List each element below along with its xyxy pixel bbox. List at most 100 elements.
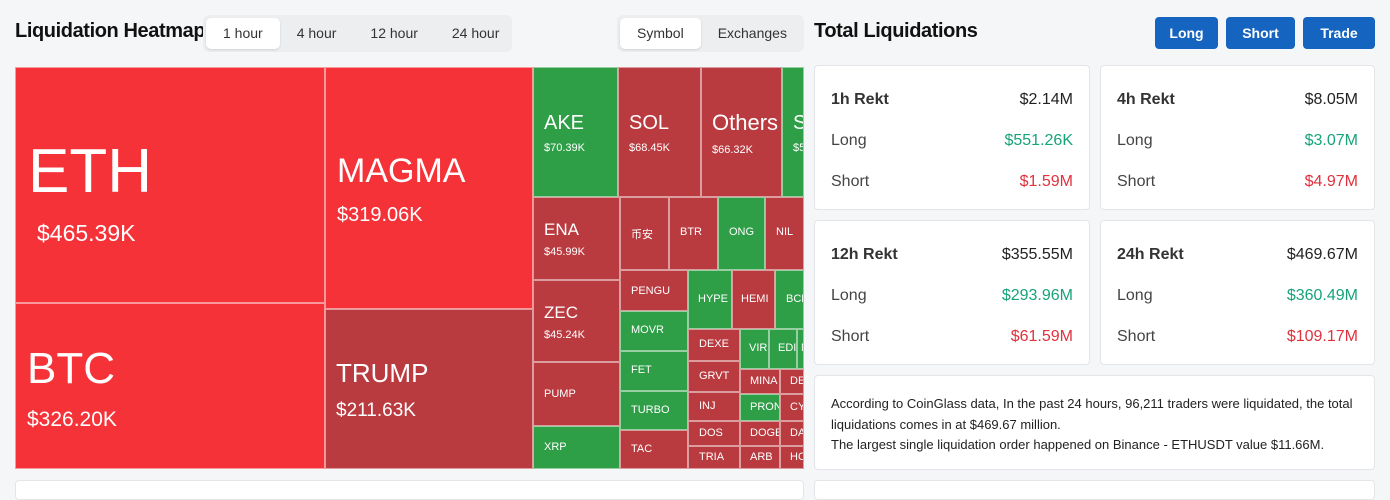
heatmap-tile[interactable]: EDI	[769, 329, 797, 369]
heatmap-tile[interactable]: MAGMA $319.06K	[325, 67, 533, 309]
stat-total: $8.05M	[1304, 91, 1358, 108]
tile-symbol: HO	[790, 451, 803, 463]
long-amount: $551.26K	[1004, 132, 1073, 149]
tile-value: $70.39K	[544, 142, 585, 154]
heatmap-tile[interactable]: TRUMP $211.63K	[325, 309, 533, 469]
liquidation-heatmap: ETH $465.39K BTC $326.20K MAGMA $319.06K TRUMP…	[15, 67, 804, 469]
heatmap-tile[interactable]: BTR	[669, 197, 718, 270]
heatmap-tile[interactable]: AKE $70.39K	[533, 67, 618, 197]
tile-symbol: MOVR	[631, 324, 664, 336]
tile-symbol: NIL	[776, 226, 794, 238]
heatmap-tile[interactable]: NIL	[765, 197, 804, 270]
tile-symbol: MINA	[750, 375, 778, 387]
heatmap-tile[interactable]: S $5	[782, 67, 804, 197]
heatmap-tile[interactable]: ONG	[718, 197, 765, 270]
trade-button[interactable]: Trade	[1303, 17, 1375, 49]
tile-symbol: ENA	[544, 220, 579, 239]
tab-symbol[interactable]: Symbol	[620, 18, 701, 49]
tile-symbol: HEMI	[741, 293, 769, 305]
heatmap-tile[interactable]: SOL $68.45K	[618, 67, 701, 197]
heatmap-tile[interactable]: BCH	[775, 270, 804, 329]
heatmap-tile[interactable]: DEXE	[688, 329, 740, 361]
heatmap-tile[interactable]: INJ	[688, 392, 740, 421]
heatmap-tile[interactable]: DOGE	[740, 421, 780, 446]
largest-order-text: The largest single liquidation order hap…	[831, 437, 1325, 452]
heatmap-tile[interactable]: TRIA	[688, 446, 740, 469]
tile-symbol: DA	[790, 427, 804, 439]
heatmap-tile[interactable]: PENGU	[620, 270, 688, 311]
tab-24-hour[interactable]: 24 hour	[451, 25, 500, 41]
heatmap-tile[interactable]: PRON	[740, 394, 780, 421]
tile-value: $45.99K	[544, 246, 585, 258]
tile-symbol: ONG	[729, 226, 755, 238]
short-button[interactable]: Short	[1226, 17, 1295, 49]
heatmap-tile[interactable]: BTC $326.20K	[15, 303, 325, 469]
heatmap-tile[interactable]: ARB	[740, 446, 780, 469]
stat-title: 1h Rekt	[831, 91, 889, 108]
heatmap-tile[interactable]: HEMI	[732, 270, 775, 329]
next-panel-left	[15, 480, 804, 500]
heatmap-tile[interactable]: GRVT	[688, 361, 740, 392]
heatmap-tile[interactable]: DA	[780, 421, 804, 446]
heatmap-tile[interactable]: PUMP	[533, 362, 620, 426]
tile-value: $465.39K	[37, 220, 136, 246]
heatmap-tile[interactable]: MOVR	[620, 311, 688, 351]
long-amount: $360.49M	[1286, 287, 1358, 304]
tile-symbol: MAGMA	[337, 152, 466, 190]
long-amount: $293.96M	[1001, 287, 1073, 304]
tile-symbol: FET	[631, 364, 652, 376]
heatmap-tile[interactable]: MINA	[740, 369, 780, 394]
heatmap-tile[interactable]: XRP	[533, 426, 620, 469]
stat-title: 12h Rekt	[831, 246, 898, 263]
tile-symbol: GRVT	[699, 370, 730, 382]
tab-exchanges[interactable]: Exchanges	[717, 25, 787, 41]
tile-value: $68.45K	[629, 142, 670, 154]
tile-value: $45.24K	[544, 329, 585, 341]
stat-total: $2.14M	[1019, 91, 1073, 108]
timeframe-selector: 1 hour 4 hour 12 hour 24 hour	[203, 15, 512, 52]
heatmap-tile[interactable]: TURBO	[620, 391, 688, 430]
tile-symbol: Others	[712, 110, 779, 135]
heatmap-tile[interactable]: ETH $465.39K	[15, 67, 325, 303]
short-label: Short	[831, 173, 870, 190]
tile-symbol: PRON	[750, 401, 780, 413]
tile-symbol: PENGU	[631, 285, 671, 297]
heatmap-tile[interactable]: MINA	[797, 329, 804, 369]
heatmap-tile[interactable]: CY	[780, 394, 804, 421]
heatmap-tile[interactable]: ZEC $45.24K	[533, 280, 620, 362]
heatmap-tile[interactable]: DE	[780, 369, 804, 394]
tile-symbol: VIR	[749, 342, 768, 354]
tile-symbol: S	[793, 112, 803, 135]
tile-symbol: ARB	[750, 451, 773, 463]
tile-symbol: 币安	[631, 229, 653, 241]
heatmap-tile[interactable]: DOS	[688, 421, 740, 446]
tile-value: $326.20K	[27, 408, 117, 431]
tile-symbol: EDI	[778, 342, 797, 354]
view-selector: Symbol Exchanges	[617, 15, 804, 52]
heatmap-tile[interactable]: FET	[620, 351, 688, 391]
heatmap-tile[interactable]: HYPE	[688, 270, 732, 329]
tab-1-hour[interactable]: 1 hour	[206, 18, 280, 49]
total-liquidations-title: Total Liquidations	[814, 20, 978, 42]
stat-total: $355.55M	[1001, 246, 1073, 263]
heatmap-tile[interactable]: TAC	[620, 430, 688, 469]
heatmap-title: Liquidation Heatmap	[15, 20, 206, 42]
tile-symbol: BTC	[27, 344, 115, 393]
heatmap-tile[interactable]: HO	[780, 446, 804, 469]
tile-value: $5	[793, 142, 803, 154]
heatmap-tile[interactable]: VIR	[740, 329, 769, 369]
heatmap-tile[interactable]: ENA $45.99K	[533, 197, 620, 280]
tile-value: $211.63K	[336, 400, 416, 421]
tile-symbol: TAC	[631, 443, 653, 455]
stat-card-4h: 4h Rekt $8.05M Long $3.07M Short $4.97M	[1100, 65, 1375, 210]
tile-symbol: TRIA	[699, 451, 725, 463]
heatmap-tile[interactable]: 币安	[620, 197, 669, 270]
tab-12-hour[interactable]: 12 hour	[370, 25, 418, 41]
long-button[interactable]: Long	[1155, 17, 1218, 49]
tile-value: $66.32K	[712, 144, 753, 156]
heatmap-tile[interactable]: Others $66.32K	[701, 67, 782, 197]
summary-text: According to CoinGlass data, In the past…	[831, 396, 1353, 432]
tab-4-hour[interactable]: 4 hour	[296, 25, 337, 41]
stat-title: 24h Rekt	[1117, 246, 1184, 263]
tile-symbol: AKE	[544, 112, 585, 134]
